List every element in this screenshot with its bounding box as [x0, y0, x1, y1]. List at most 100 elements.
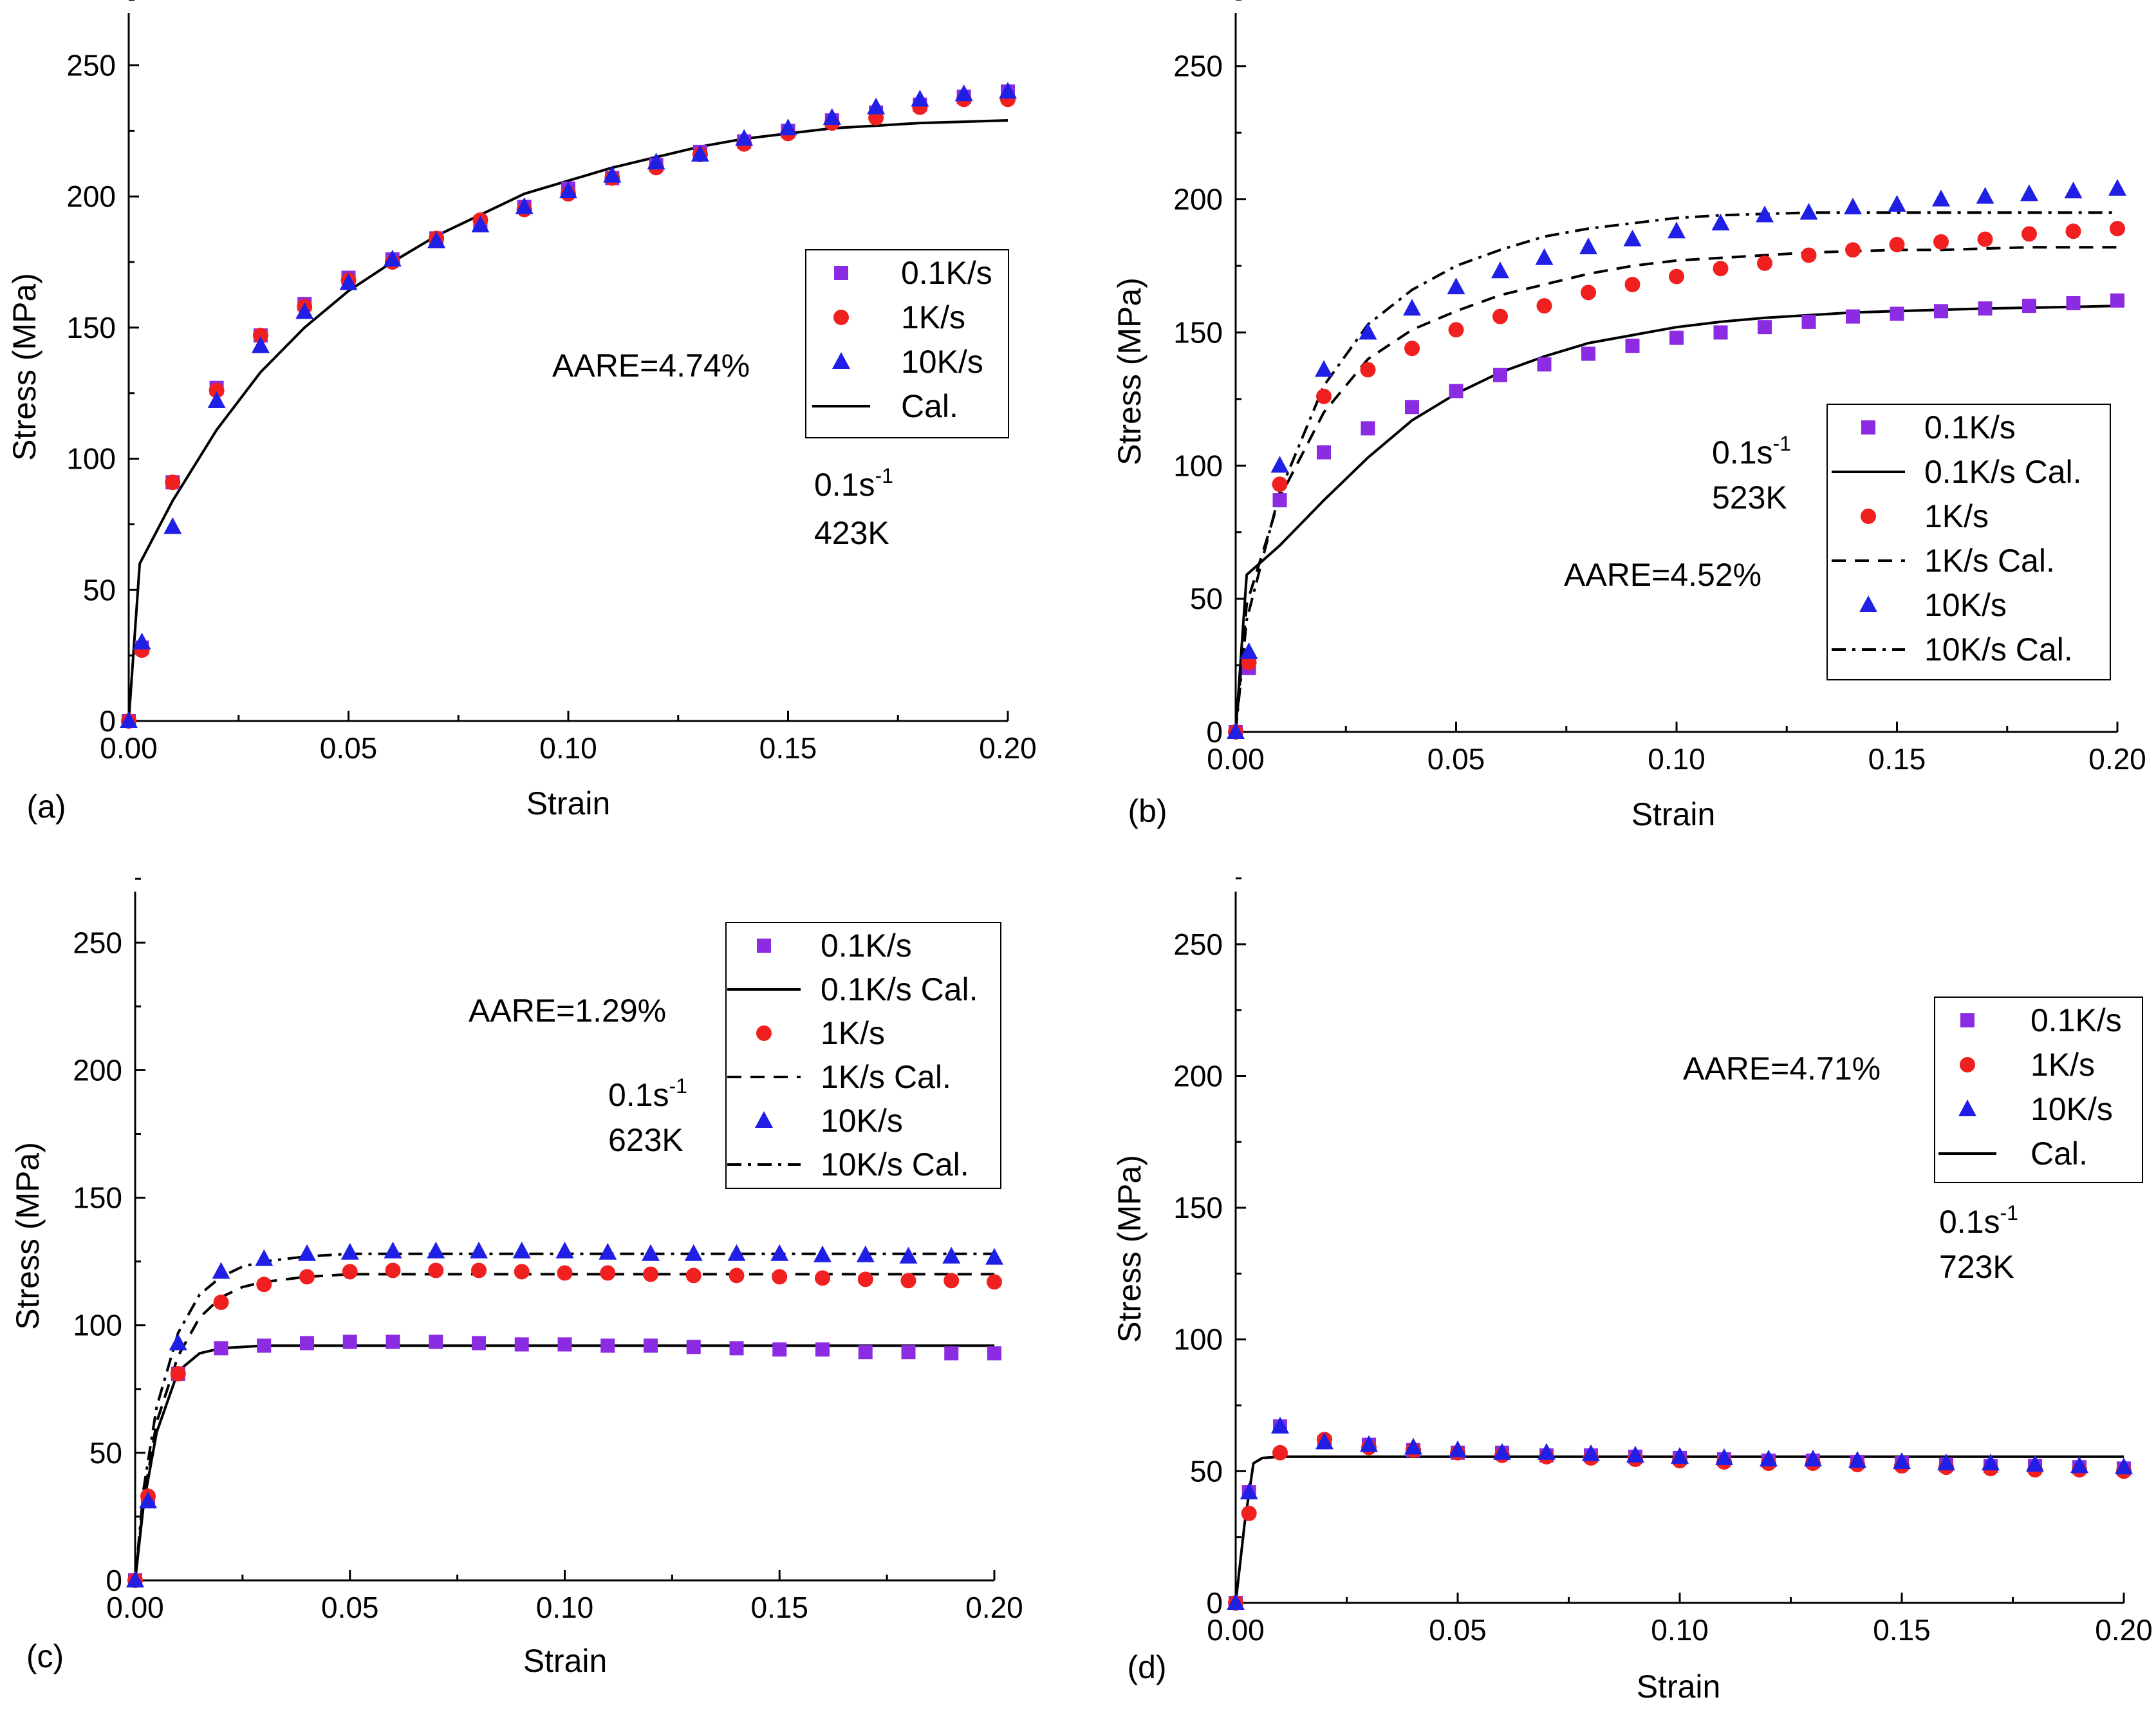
data-point-circle: [857, 1271, 873, 1287]
data-point-square: [1317, 445, 1331, 460]
x-tick-label: 0.00: [106, 1591, 164, 1624]
data-point-triangle: [1447, 277, 1465, 295]
calc-line-solid: [127, 119, 1008, 722]
data-point-triangle: [470, 1241, 488, 1259]
data-point-square: [987, 1346, 1001, 1361]
legend-label: 10K/s: [821, 1103, 903, 1139]
data-point-circle: [165, 474, 181, 491]
data-point-triangle: [1579, 238, 1597, 255]
data-point-circle: [1757, 255, 1772, 271]
data-point-square: [2066, 295, 2081, 310]
data-point-square: [1978, 301, 1993, 316]
data-point-square: [686, 1340, 701, 1354]
legend-label: 1K/s: [821, 1015, 885, 1051]
data-point-circle: [299, 1269, 315, 1285]
x-tick-label: 0.20: [979, 731, 1037, 765]
y-tick-label: 0: [1206, 1586, 1223, 1620]
data-point-triangle: [512, 1241, 531, 1259]
data-point-square: [1846, 309, 1860, 324]
data-point-circle: [900, 1273, 916, 1289]
calc-line-dash: [134, 1273, 994, 1581]
data-point-circle: [1889, 236, 1905, 252]
y-tick-label: 250: [1173, 928, 1223, 961]
legend-label: 0.1K/s Cal.: [1924, 454, 2082, 490]
data-point-triangle: [599, 1242, 617, 1260]
data-point-square: [1537, 357, 1552, 372]
data-point-circle: [1272, 476, 1288, 492]
data-point-circle: [1360, 362, 1376, 378]
x-axis-label: Strain: [1637, 1669, 1721, 1705]
data-point-circle: [209, 382, 225, 398]
data-point-square: [1758, 320, 1772, 335]
data-point-triangle: [999, 82, 1017, 99]
y-tick-label: 250: [1173, 50, 1223, 83]
y-tick-label: 100: [1173, 1323, 1223, 1356]
data-point-circle: [1581, 285, 1596, 301]
data-point-square: [300, 1336, 314, 1351]
data-point-circle: [1977, 231, 1993, 247]
data-point-circle: [600, 1265, 616, 1281]
data-point-circle: [471, 1262, 487, 1278]
data-point-circle: [2021, 226, 2037, 242]
data-point-circle: [385, 1262, 401, 1278]
data-point-square: [2022, 299, 2036, 314]
data-point-triangle: [2064, 182, 2083, 199]
y-tick-label: 150: [66, 311, 116, 344]
data-point-triangle: [295, 302, 314, 319]
x-tick-label: 0.20: [2095, 1613, 2153, 1647]
y-tick-label: 0: [106, 1564, 122, 1597]
data-point-triangle: [735, 129, 754, 146]
data-point-triangle: [2020, 184, 2038, 201]
data-point-triangle: [727, 1244, 746, 1261]
data-point-triangle: [383, 249, 402, 267]
data-point-circle: [1492, 308, 1508, 324]
calc-line-solid: [1234, 1455, 2124, 1604]
data-point-triangle: [954, 84, 973, 102]
data-point-circle: [1272, 1445, 1288, 1461]
y-tick-label: 150: [73, 1181, 122, 1215]
data-point-triangle: [1359, 323, 1377, 340]
data-point-triangle: [339, 273, 358, 290]
data-point-triangle: [559, 182, 577, 199]
data-point-triangle: [985, 1248, 1003, 1265]
data-point-square: [772, 1342, 787, 1357]
data-point-square: [1405, 400, 1419, 415]
panel-label: (b): [1128, 793, 1167, 829]
y-tick-label: 50: [89, 1436, 122, 1470]
y-tick-label: 200: [73, 1053, 122, 1087]
legend-label: 0.1K/s: [821, 928, 912, 964]
data-point-square: [429, 1334, 443, 1349]
legend-marker-circle: [756, 1025, 772, 1041]
temperature-annotation: 423K: [814, 515, 889, 551]
data-point-triangle: [822, 108, 841, 125]
legend-marker-triangle: [755, 1111, 773, 1128]
data-point-triangle: [169, 1333, 187, 1351]
legend-marker-square: [834, 266, 848, 280]
data-point-triangle: [1403, 299, 1421, 316]
data-point-square: [858, 1345, 873, 1360]
x-axis-label: Strain: [526, 785, 611, 821]
data-point-triangle: [1535, 248, 1554, 265]
data-point-triangle: [603, 165, 622, 183]
legend-label: 10K/s: [2031, 1091, 2113, 1127]
legend-label: Cal.: [2031, 1136, 2088, 1172]
data-point-circle: [1448, 322, 1464, 338]
data-point-circle: [1316, 388, 1332, 404]
legend-marker-circle: [1960, 1057, 1975, 1072]
data-point-triangle: [1888, 194, 1906, 212]
data-point-triangle: [212, 1262, 230, 1279]
y-tick-label: 100: [73, 1309, 122, 1342]
y-tick-label: 150: [1173, 1191, 1223, 1224]
x-tick-label: 0.05: [320, 731, 378, 765]
data-point-triangle: [298, 1244, 316, 1261]
data-point-triangle: [1315, 1432, 1334, 1450]
data-point-triangle: [120, 711, 138, 728]
y-tick-label: 200: [66, 180, 116, 213]
x-tick-label: 0.00: [1207, 1613, 1265, 1647]
data-point-triangle: [911, 89, 929, 107]
strain-rate-annotation: 0.1s-1: [608, 1074, 687, 1113]
data-point-square: [729, 1341, 744, 1356]
data-point-square: [472, 1336, 486, 1351]
data-point-triangle: [427, 231, 446, 248]
x-tick-label: 0.15: [759, 731, 817, 765]
